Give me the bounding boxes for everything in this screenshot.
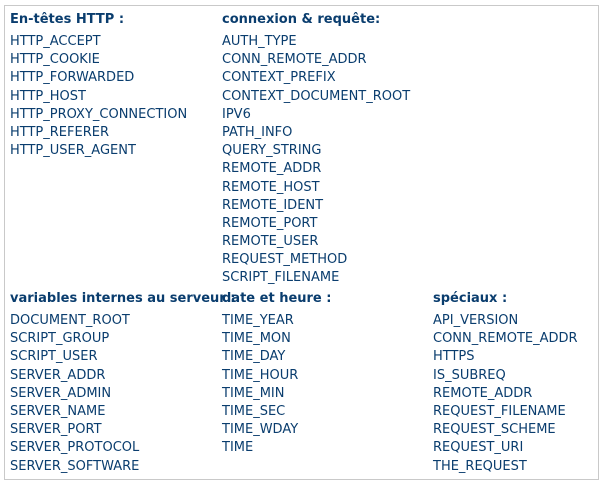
date-time-item: TIME_WDAY bbox=[222, 422, 299, 438]
connection-request-column: connexion & requête: AUTH_TYPE CONN_REMOT… bbox=[222, 11, 410, 288]
server-variables-column: variables internes au serveur : DOCUMENT… bbox=[10, 290, 235, 476]
server-variable-item: SCRIPT_USER bbox=[10, 349, 98, 365]
connection-request-item: REMOTE_ADDR bbox=[222, 161, 322, 177]
connection-request-item: REMOTE_HOST bbox=[222, 179, 320, 195]
special-variable-item: REMOTE_ADDR bbox=[433, 385, 533, 401]
server-variable-item: SERVER_NAME bbox=[10, 403, 106, 419]
http-header-item: HTTP_HOST bbox=[10, 88, 86, 104]
date-time-item: TIME_HOUR bbox=[222, 367, 299, 383]
server-variable-item: SCRIPT_GROUP bbox=[10, 331, 110, 347]
connection-request-item: QUERY_STRING bbox=[222, 143, 322, 159]
server-variable-item: SERVER_PORT bbox=[10, 422, 102, 438]
connection-request-item: REMOTE_USER bbox=[222, 234, 319, 250]
special-variable-item: API_VERSION bbox=[433, 313, 519, 328]
connection-request-item: REMOTE_PORT bbox=[222, 215, 318, 231]
date-time-item: TIME_MON bbox=[222, 331, 291, 347]
http-headers-column: En-têtes HTTP : HTTP_ACCEPT HTTP_COOKIE HT… bbox=[10, 11, 187, 160]
connection-request-item: PATH_INFO bbox=[222, 124, 293, 140]
http-headers-list: HTTP_ACCEPT HTTP_COOKIE HTTP_FORWARDED HTTP… bbox=[10, 33, 187, 160]
http-headers-heading: En-têtes HTTP : bbox=[10, 12, 125, 27]
special-variable-item: REQUEST_FILENAME bbox=[433, 403, 566, 419]
http-header-item: HTTP_USER_AGENT bbox=[10, 143, 136, 159]
date-time-item: TIME_YEAR bbox=[222, 313, 294, 328]
server-variable-item: DOCUMENT_ROOT bbox=[10, 313, 130, 328]
connection-request-heading: connexion & requête: bbox=[222, 12, 381, 27]
http-header-item: HTTP_FORWARDED bbox=[10, 70, 135, 86]
special-variable-item: THE_REQUEST bbox=[433, 458, 527, 474]
variables-table-frame bbox=[4, 5, 599, 480]
http-header-item: HTTP_ACCEPT bbox=[10, 34, 101, 49]
connection-request-item: REMOTE_IDENT bbox=[222, 197, 324, 213]
server-variable-item: SERVER_ADDR bbox=[10, 367, 106, 383]
special-variables-list: API_VERSION CONN_REMOTE_ADDR HTTPS IS_SUBRE… bbox=[433, 312, 578, 476]
connection-request-item: REQUEST_METHOD bbox=[222, 252, 348, 268]
date-time-column: date et heure : TIME_YEAR TIME_MON TIME_DA… bbox=[222, 290, 331, 458]
special-variable-item: HTTPS bbox=[433, 349, 475, 365]
date-time-list: TIME_YEAR TIME_MON TIME_DAY TIME_HOUR TIME_M… bbox=[222, 312, 331, 458]
server-variable-item: SERVER_ADMIN bbox=[10, 385, 112, 401]
special-variable-item: CONN_REMOTE_ADDR bbox=[433, 331, 578, 347]
connection-request-item: SCRIPT_FILENAME bbox=[222, 270, 340, 286]
server-variables-list: DOCUMENT_ROOT SCRIPT_GROUP SCRIPT_USER SERV… bbox=[10, 312, 235, 476]
date-time-item: TIME_DAY bbox=[222, 349, 286, 365]
special-variable-item: IS_SUBREQ bbox=[433, 367, 506, 383]
connection-request-item: CONTEXT_DOCUMENT_ROOT bbox=[222, 88, 411, 104]
server-variable-item: SERVER_PROTOCOL bbox=[10, 440, 140, 456]
http-header-item: HTTP_REFERER bbox=[10, 124, 109, 140]
connection-request-list: AUTH_TYPE CONN_REMOTE_ADDR CONTEXT_PREFIX C… bbox=[222, 33, 410, 288]
date-time-item: TIME_MIN bbox=[222, 385, 285, 401]
date-time-item: TIME bbox=[222, 440, 254, 456]
date-time-item: TIME_SEC bbox=[222, 403, 286, 419]
date-time-heading: date et heure : bbox=[222, 291, 332, 306]
special-variable-item: REQUEST_SCHEME bbox=[433, 422, 556, 438]
special-variables-heading: spéciaux : bbox=[433, 291, 508, 306]
connection-request-item: CONTEXT_PREFIX bbox=[222, 70, 336, 86]
special-variable-item: REQUEST_URI bbox=[433, 440, 524, 456]
connection-request-item: AUTH_TYPE bbox=[222, 34, 297, 49]
server-variable-item: SERVER_SOFTWARE bbox=[10, 458, 140, 474]
special-variables-column: spéciaux : API_VERSION CONN_REMOTE_ADDR HT… bbox=[433, 290, 578, 476]
server-variables-heading: variables internes au serveur : bbox=[10, 291, 236, 306]
http-header-item: HTTP_PROXY_CONNECTION bbox=[10, 106, 188, 122]
connection-request-item: IPV6 bbox=[222, 106, 251, 122]
http-header-item: HTTP_COOKIE bbox=[10, 52, 100, 68]
connection-request-item: CONN_REMOTE_ADDR bbox=[222, 52, 367, 68]
